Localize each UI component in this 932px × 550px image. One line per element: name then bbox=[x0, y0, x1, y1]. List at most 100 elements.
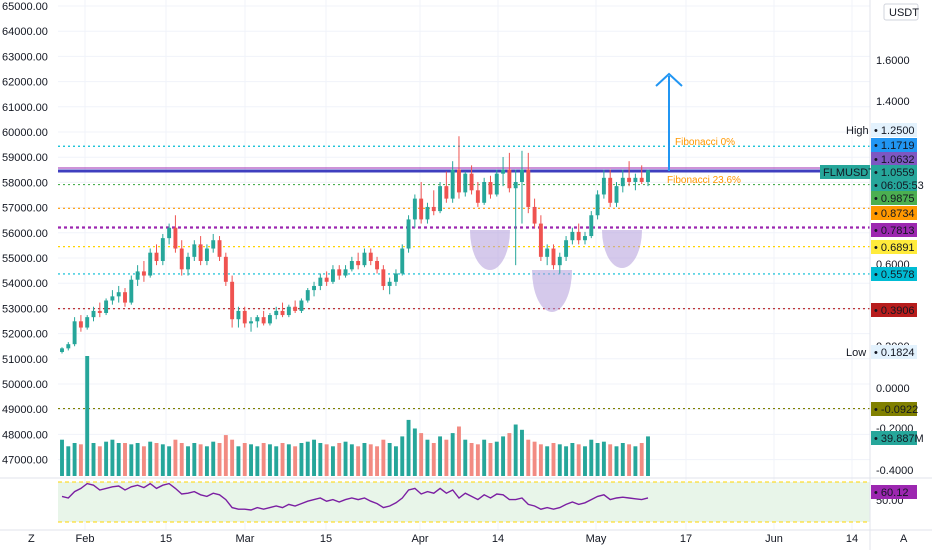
price-badge bbox=[871, 431, 917, 445]
candle-body bbox=[91, 310, 96, 318]
pattern-shoulder bbox=[532, 270, 572, 312]
volume-bar bbox=[513, 424, 518, 476]
left-axis-tick-label: 58000.00 bbox=[2, 177, 48, 189]
rsi-line bbox=[61, 482, 649, 511]
volume-bar bbox=[608, 444, 613, 476]
candle-body bbox=[507, 169, 512, 189]
price-badge-value: • 1.0632 bbox=[874, 154, 915, 166]
volume-bar bbox=[532, 441, 537, 476]
symbol-badge bbox=[820, 165, 870, 179]
candle-body bbox=[627, 177, 632, 182]
candle-body bbox=[368, 252, 373, 262]
candle-body bbox=[356, 261, 361, 266]
time-axis[interactable]: Feb 15 Mar 15 Apr 14 May 17 Jun 14 Z A bbox=[0, 529, 932, 545]
volume-bar bbox=[129, 444, 134, 476]
candle-body bbox=[601, 177, 606, 195]
candle-body bbox=[280, 310, 285, 316]
fib-236-label: Fibonacci 23.6% bbox=[667, 175, 741, 186]
volume-bar bbox=[249, 444, 253, 476]
left-axis-tick-label: 56000.00 bbox=[2, 228, 48, 240]
candle-body bbox=[343, 269, 348, 276]
volume-bar bbox=[469, 443, 474, 476]
volume-bar bbox=[78, 444, 83, 476]
candle-body bbox=[375, 261, 380, 270]
candle-body bbox=[633, 177, 638, 182]
auto-scale-toggle[interactable]: A bbox=[900, 533, 908, 545]
candle-body bbox=[450, 169, 455, 199]
candle-body bbox=[198, 244, 203, 262]
volume-bar bbox=[148, 441, 153, 476]
candle-body bbox=[236, 310, 241, 320]
price-badge bbox=[871, 485, 917, 499]
left-axis-tick-label: 60000.00 bbox=[2, 127, 48, 139]
volume-bar bbox=[204, 446, 209, 476]
volume-bar bbox=[110, 439, 115, 476]
candle-body bbox=[501, 169, 506, 174]
candle-body bbox=[78, 321, 83, 328]
volume-bar bbox=[66, 446, 71, 476]
left-axis-tick-label: 52000.00 bbox=[2, 329, 48, 341]
candlesticks bbox=[60, 136, 650, 354]
candle-body bbox=[116, 292, 121, 297]
timezone-toggle[interactable]: Z bbox=[28, 533, 35, 545]
price-badge-value: • 0.3906 bbox=[874, 305, 915, 317]
candle-body bbox=[570, 231, 575, 241]
candle-body bbox=[286, 306, 291, 316]
candle-body bbox=[457, 169, 461, 193]
volume-bar bbox=[223, 435, 228, 476]
time-axis-tick-label: Feb bbox=[76, 533, 95, 545]
volume-bar bbox=[154, 443, 159, 476]
price-badge-value: • 0.9875 bbox=[874, 193, 915, 205]
volume-bar bbox=[135, 443, 140, 476]
volume-bar bbox=[595, 443, 600, 476]
candle-body bbox=[60, 348, 64, 352]
candle-body bbox=[646, 170, 650, 182]
candle-body bbox=[431, 206, 436, 212]
volume-bar bbox=[457, 426, 461, 476]
candle-body bbox=[469, 173, 474, 191]
time-axis-tick-label: Mar bbox=[236, 533, 255, 545]
volume-bar bbox=[141, 446, 146, 476]
right-axis-tick-label: 0.0000 bbox=[876, 383, 910, 395]
volume-bar bbox=[482, 439, 487, 476]
left-axis-tick-label: 63000.00 bbox=[2, 51, 48, 63]
head-and-shoulders-pattern bbox=[470, 230, 642, 312]
volume-bar bbox=[381, 439, 386, 476]
volume-bars bbox=[60, 356, 650, 476]
time-axis-tick-label: May bbox=[586, 533, 607, 545]
currency-selector[interactable] bbox=[883, 3, 919, 21]
candle-body bbox=[192, 244, 197, 257]
volume-bar bbox=[236, 446, 241, 476]
price-badge-value: • 0.1824 bbox=[874, 347, 915, 359]
candle-body bbox=[223, 256, 228, 282]
fib-0-label: Fibonacci 0% bbox=[675, 137, 735, 148]
candle-body bbox=[576, 231, 581, 241]
candle-body bbox=[123, 292, 127, 303]
price-badge bbox=[871, 138, 917, 152]
volume-bar bbox=[97, 446, 102, 476]
candle-body bbox=[482, 181, 487, 203]
volume-bar bbox=[116, 443, 121, 476]
candle-body bbox=[564, 240, 569, 257]
volume-bar bbox=[419, 433, 424, 476]
price-badge-value: • 1.1719 bbox=[874, 140, 915, 152]
price-badge-value: • -0.0922 bbox=[874, 404, 918, 416]
left-axis-tick-label: 61000.00 bbox=[2, 102, 48, 114]
price-badge-value: • 60.12 bbox=[874, 487, 908, 499]
price-badge bbox=[871, 152, 917, 166]
volume-bar bbox=[564, 446, 569, 476]
candle-body bbox=[141, 271, 146, 276]
volume-bar bbox=[318, 443, 323, 476]
candle-body bbox=[261, 317, 266, 324]
right-axis-tick-label: 1.6000 bbox=[876, 55, 910, 67]
candle-body bbox=[160, 238, 165, 262]
candle-body bbox=[589, 215, 594, 237]
time-axis-tick-label: Apr bbox=[411, 533, 428, 545]
volume-bar bbox=[538, 444, 543, 476]
candle-body bbox=[85, 317, 90, 328]
price-axis-right[interactable]: USDT1.60001.40000.60000.20000.0000-0.200… bbox=[820, 0, 924, 550]
price-badge bbox=[871, 165, 917, 179]
volume-bar bbox=[91, 443, 96, 476]
